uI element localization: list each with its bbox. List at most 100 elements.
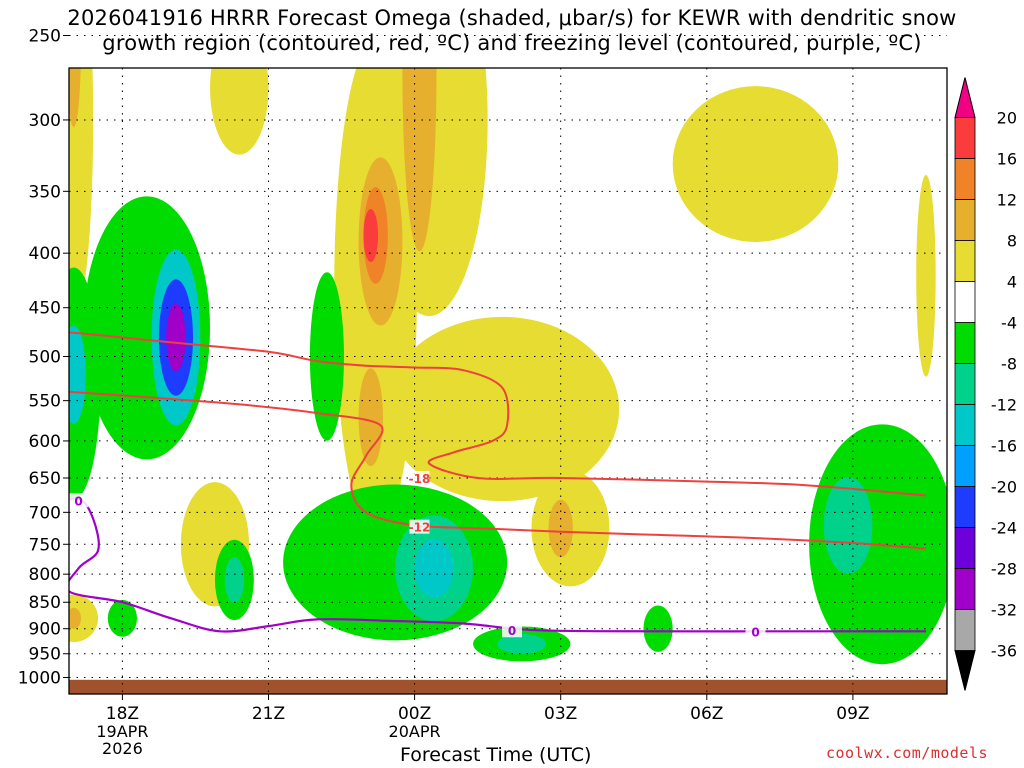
omega-area-0 [69, 68, 94, 317]
y-tick-label-1000: 1000 [18, 669, 61, 689]
y-tick-label-350: 350 [29, 182, 61, 202]
y-tick-label-550: 550 [29, 392, 61, 412]
y-tick-label-800: 800 [29, 565, 61, 585]
omega-area-20 [402, 68, 437, 252]
x-tick-label-03Z: 03Z [544, 704, 577, 724]
plot-frame [68, 67, 948, 695]
dgz-label-minus12-bg [409, 519, 430, 534]
colorbar-swatch-16 [954, 117, 976, 159]
ground-strip [69, 679, 947, 694]
colorbar-label-4: 4 [1007, 273, 1017, 292]
x-tick-label-09Z: 09Z [836, 704, 869, 724]
colorbar-label--8: -8 [1001, 355, 1017, 374]
dgz-label-minus18: -18 [409, 472, 431, 486]
contour-lines: -18 -12 0 0 0 [69, 331, 927, 639]
colorbar-label--24: -24 [991, 519, 1017, 538]
omega-area-29 [69, 325, 86, 424]
omega-area-23 [548, 499, 573, 558]
dgz-label-minus12: -12 [409, 521, 431, 535]
omega-area-28 [823, 476, 873, 574]
colorbar-swatch--20 [954, 445, 976, 487]
colorbar-swatch--36 [954, 609, 976, 651]
omega-shading [69, 68, 947, 694]
omega-area-33 [363, 208, 379, 262]
dgz-contour--12 [69, 390, 927, 550]
dgz-label-minus18-bg [409, 471, 430, 486]
y-axis: 250 300 350 400 450 500 550 600 650 700 750 800 850 9… [18, 27, 69, 689]
omega-area-1 [210, 68, 269, 155]
credit-link[interactable]: coolwx.com/models [826, 744, 989, 762]
omega-area-6 [672, 86, 839, 242]
x-tick-sublabel-2026: 2026 [102, 739, 143, 758]
omega-area-9 [69, 594, 99, 642]
omega-area-24 [69, 607, 82, 629]
colorbar-swatch--12 [954, 363, 976, 405]
omega-area-26 [497, 633, 547, 654]
omega-area-12 [309, 272, 344, 441]
x-tick-sublabel-19APR: 19APR [96, 722, 148, 741]
y-tick-label-950: 950 [29, 645, 61, 665]
x-axis-label: Forecast Time (UTC) [400, 744, 592, 766]
freezing-level-contour [69, 497, 927, 633]
y-tick-label-750: 750 [29, 535, 61, 555]
omega-area-35 [166, 303, 186, 372]
x-tick-label-18Z: 18Z [106, 704, 139, 724]
omega-area-32 [414, 538, 454, 598]
colorbar-label-12: 12 [997, 191, 1017, 210]
dgz-contour--18 [69, 331, 927, 497]
freezing-label-3-bg [745, 624, 766, 639]
colorbar-under-triangle [954, 650, 976, 691]
omega-area-7 [916, 174, 936, 377]
colorbar-label--28: -28 [991, 560, 1017, 579]
colorbar-label--32: -32 [991, 601, 1017, 620]
x-tick-sublabel-20APR: 20APR [389, 722, 441, 741]
colorbar-label-8: 8 [1007, 232, 1017, 251]
omega-area-16 [107, 599, 138, 637]
omega-area-22 [358, 368, 383, 467]
y-tick-label-300: 300 [29, 111, 61, 131]
omega-area-19 [69, 68, 81, 128]
y-tick-label-600: 600 [29, 432, 61, 452]
colorbar-label-16: 16 [997, 150, 1017, 169]
freezing-label-2-bg [502, 623, 522, 638]
colorbar-swatch--8 [954, 322, 976, 364]
chart-title: 2026041916 HRRR Forecast Omega (shaded, … [0, 6, 1024, 56]
y-tick-label-850: 850 [29, 593, 61, 613]
freezing-label-3: 0 [751, 625, 759, 639]
y-tick-label-650: 650 [29, 469, 61, 489]
colorbar-swatch-4 [954, 240, 976, 282]
title-line-2: growth region (contoured, red, ºC) and f… [102, 31, 922, 55]
colorbar-swatch--28 [954, 527, 976, 569]
freezing-label-1-bg [69, 493, 89, 508]
y-tick-label-250: 250 [29, 27, 61, 47]
y-tick-label-700: 700 [29, 503, 61, 523]
y-tick-label-500: 500 [29, 348, 61, 368]
freezing-label-2: 0 [508, 624, 516, 638]
x-tick-label-00Z: 00Z [398, 704, 431, 724]
colorbar-label--36: -36 [991, 642, 1017, 661]
colorbar-label--4: -4 [1001, 314, 1017, 333]
y-tick-label-900: 900 [29, 620, 61, 640]
colorbar-swatch--4 [954, 281, 976, 323]
omega-area-27 [224, 557, 245, 603]
colorbar-swatch-12 [954, 158, 976, 200]
colorbar-over-triangle [954, 77, 976, 118]
x-tick-label-06Z: 06Z [690, 704, 723, 724]
colorbar-label-20: 20 [997, 109, 1017, 128]
colorbar-label--16: -16 [991, 437, 1017, 456]
colorbar-label--12: -12 [991, 396, 1017, 415]
colorbar-swatch--24 [954, 486, 976, 528]
colorbar-label--20: -20 [991, 478, 1017, 497]
title-line-1: 2026041916 HRRR Forecast Omega (shaded, … [67, 6, 957, 30]
omega-area-13 [283, 484, 508, 641]
x-tick-label-21Z: 21Z [252, 704, 285, 724]
y-tick-label-450: 450 [29, 299, 61, 319]
omega-area-17 [643, 605, 673, 652]
y-tick-label-400: 400 [29, 244, 61, 264]
colorbar-swatch-8 [954, 199, 976, 241]
freezing-label-1: 0 [74, 494, 82, 508]
colorbar-swatch--16 [954, 404, 976, 446]
colorbar: -36 -32 -28 -24 -20 -16 -12 -8 -4 4 8 12 16 20 [954, 77, 1017, 691]
